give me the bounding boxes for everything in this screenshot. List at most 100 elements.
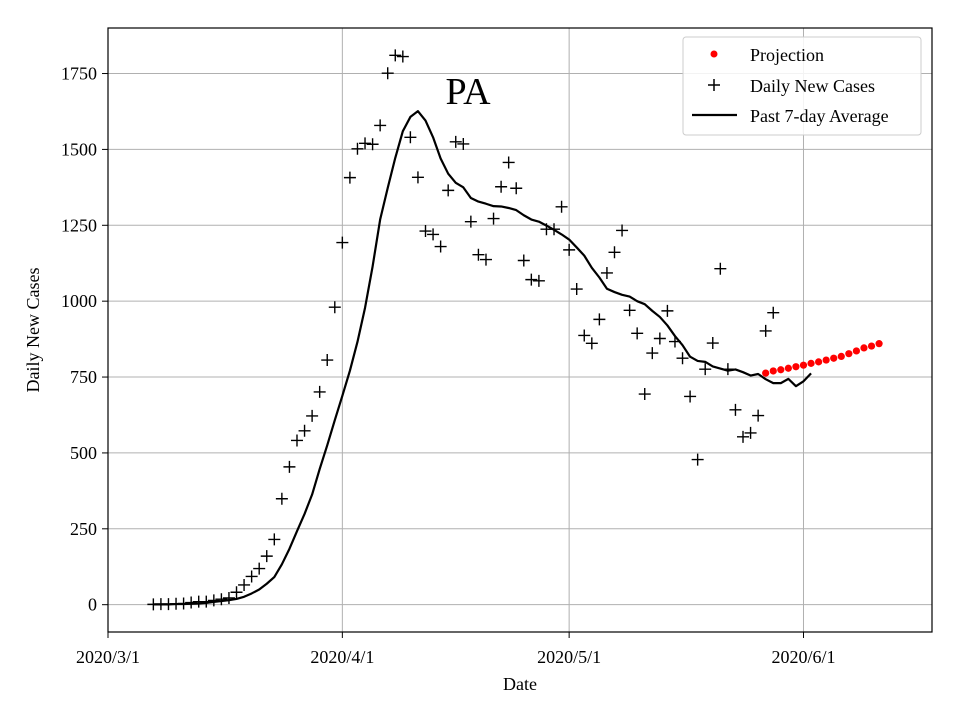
daily-point (374, 119, 387, 132)
daily-point (472, 248, 485, 261)
daily-point (359, 137, 372, 150)
daily-point (275, 492, 288, 505)
legend-box (682, 36, 922, 136)
projection-point (860, 344, 868, 352)
daily-point (608, 246, 621, 259)
daily-point (457, 137, 470, 150)
daily-point (570, 283, 583, 296)
daily-point (578, 329, 591, 342)
daily-point (479, 253, 492, 266)
daily-point (222, 592, 235, 605)
chart-title: PA (445, 71, 491, 113)
x-tick-label: 2020/4/1 (310, 647, 374, 667)
projection-point (867, 342, 876, 350)
daily-point (653, 332, 666, 345)
daily-point (200, 595, 213, 608)
projection-point (875, 340, 883, 348)
daily-point (328, 301, 341, 314)
daily-point (230, 586, 243, 599)
daily-point (434, 240, 447, 253)
daily-point (260, 550, 273, 563)
daily-point (691, 453, 704, 466)
daily-point (510, 182, 523, 195)
daily-point (767, 306, 780, 319)
y-tick-label: 1250 (61, 215, 97, 235)
daily-point (676, 352, 689, 365)
daily-point (396, 50, 409, 63)
daily-point (185, 596, 198, 609)
daily-point (714, 262, 727, 275)
daily-point (207, 594, 220, 607)
daily-point (177, 597, 190, 610)
daily-point (351, 142, 364, 155)
daily-point (646, 347, 659, 360)
daily-point (600, 266, 613, 279)
legend-average-label: Past 7-day Average (750, 106, 889, 126)
daily-point (404, 131, 417, 144)
legend-daily-label: Daily New Cases (750, 76, 875, 96)
legend-daily-marker (708, 79, 720, 91)
projection-point (762, 369, 770, 377)
daily-point (563, 243, 576, 256)
x-tick-label: 2020/3/1 (76, 647, 140, 667)
projection-point (815, 358, 823, 366)
daily-point (759, 324, 772, 337)
y-tick-label: 500 (70, 443, 97, 463)
daily-point (268, 533, 281, 546)
daily-point (668, 335, 681, 348)
daily-point (517, 254, 530, 267)
y-tick-label: 1750 (61, 64, 97, 84)
daily-point (419, 225, 432, 238)
daily-series (147, 49, 780, 611)
legend-projection-label: Projection (750, 45, 824, 65)
projection-point (792, 363, 800, 371)
x-tick-label: 2020/6/1 (771, 647, 835, 667)
y-tick-label: 1500 (61, 139, 97, 159)
daily-point (427, 228, 440, 241)
daily-point (245, 570, 258, 583)
daily-point (532, 274, 545, 287)
daily-point (253, 562, 266, 575)
daily-point (721, 363, 734, 376)
daily-point (548, 223, 561, 236)
daily-point (623, 304, 636, 317)
grid-lines (107, 28, 932, 632)
daily-point (699, 363, 712, 376)
projection-point (852, 347, 861, 355)
daily-point (449, 135, 462, 148)
axes: 2020/3/1 2020/4/1 2020/5/1 2020/6/1 0 250 500 7… (61, 27, 933, 667)
daily-point (638, 388, 651, 401)
projection-series (762, 340, 883, 377)
daily-point (215, 593, 228, 606)
x-tick-label: 2020/5/1 (537, 647, 601, 667)
projection-point (837, 352, 845, 361)
daily-point (737, 430, 750, 443)
projection-point (845, 350, 853, 358)
daily-point (487, 212, 500, 225)
daily-point (313, 385, 326, 398)
daily-point (283, 460, 296, 473)
daily-point (752, 409, 765, 422)
y-axis-label: Daily New Cases (23, 268, 43, 393)
projection-point (807, 359, 815, 367)
average-series (153, 110, 812, 606)
daily-point (442, 184, 455, 197)
daily-point (502, 156, 515, 169)
plot-frame (107, 27, 933, 633)
daily-point (366, 138, 379, 151)
projection-point (769, 367, 777, 375)
daily-point (495, 180, 508, 193)
daily-point (381, 67, 394, 80)
daily-point (729, 403, 742, 416)
daily-point (661, 304, 674, 317)
y-tick-label: 250 (70, 519, 97, 539)
y-tick-label: 750 (70, 367, 97, 387)
legend-projection-marker (710, 50, 718, 58)
daily-point (306, 409, 319, 422)
y-tick-label: 0 (88, 595, 97, 615)
daily-point (555, 200, 568, 213)
daily-point (631, 327, 644, 340)
average-line (153, 110, 812, 606)
daily-point (336, 236, 349, 249)
